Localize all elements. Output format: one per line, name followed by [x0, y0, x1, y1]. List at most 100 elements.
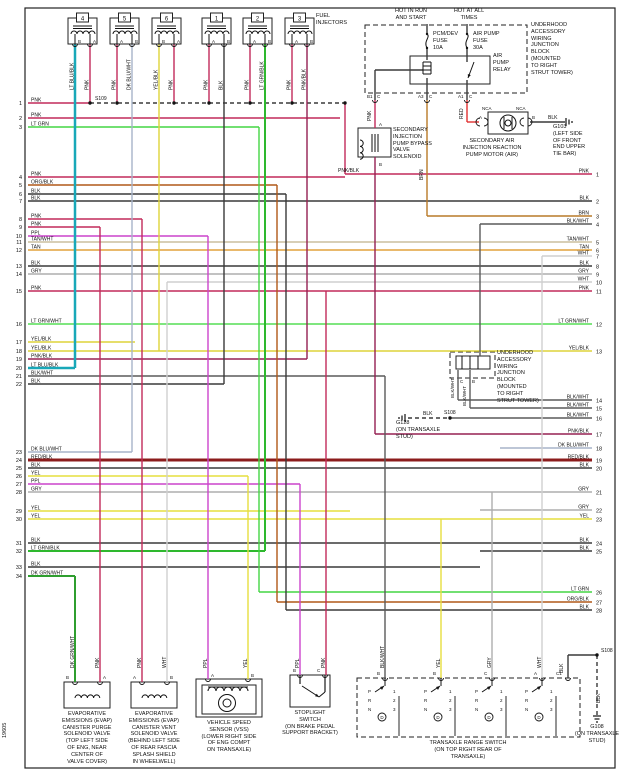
injector-number-tab [210, 12, 223, 23]
left-terminal-number: 8 [19, 217, 22, 223]
connector-arc [87, 43, 93, 47]
injector-coil [204, 30, 230, 35]
evap-purge-caption: EVAPORATIVE EMISSIONS (EVAP) CANISTER PU… [61, 711, 113, 765]
gear-position-label: N [368, 707, 371, 712]
right-wire-label: BLK/WHT [567, 413, 589, 419]
small-label: BRN [419, 169, 425, 180]
connector-arc [424, 99, 430, 103]
small-label: WHT [162, 657, 168, 668]
small-label: C [484, 671, 488, 676]
fuse-end [465, 46, 469, 50]
left-wire-label: YEL [31, 471, 41, 477]
right-wire-label: YEL/BLK [569, 346, 590, 352]
small-label: PNK [367, 110, 373, 121]
gear-position-circle-label: D [537, 715, 541, 720]
right-wire-label: YEL [580, 514, 590, 520]
injector-wire-label: LT GRN/BLK [260, 61, 266, 90]
gear-position-circle-label: D [436, 715, 440, 720]
gear-position-label: 2 [550, 698, 553, 703]
injector-coil [154, 30, 180, 35]
left-wire-label: BLK [31, 261, 41, 267]
left-terminal-number: 7 [19, 199, 22, 205]
left-terminal-number: 25 [16, 466, 22, 472]
right-wire-label: GRY [578, 487, 589, 493]
right-wire-label: GRY [578, 269, 589, 275]
left-wire-label: TAN/WHT [31, 237, 53, 243]
left-terminal-number: 3 [19, 125, 22, 131]
left-wire-label: LT GRN [31, 122, 49, 128]
connector-arc [322, 674, 328, 678]
arrowhead [436, 686, 440, 690]
injector-number-tab [293, 12, 306, 23]
air-pump-motor-caption: SECONDARY AIR INJECTION REACTION PUMP MO… [462, 138, 522, 158]
right-terminal-number: 13 [596, 350, 602, 356]
small-label: BLK [548, 115, 558, 121]
gear-position-label: 1 [550, 689, 553, 694]
gear-position-label: P [475, 689, 478, 694]
right-terminal-number: 24 [596, 542, 602, 548]
splice-dot [172, 101, 176, 105]
left-wire-label: YEL/BLK [31, 346, 52, 352]
transaxle-range-switch [356, 677, 581, 738]
small-label: DK GRN/WHT [70, 636, 76, 668]
injector-wire-label: DK BLU/WHT [127, 59, 133, 90]
gear-position-label: 2 [449, 698, 452, 703]
fuse-end [425, 32, 429, 36]
right-wire-label: BLK [580, 546, 590, 552]
injector-terminal-letter: B [135, 39, 138, 44]
small-label: BLK/WHT [462, 386, 467, 406]
left-terminal-number: 30 [16, 517, 22, 523]
gear-position-label: P [368, 689, 371, 694]
injector-terminal-letter: A [212, 39, 215, 44]
left-terminal-number: 29 [16, 509, 22, 515]
injector-wire-label: PNK [287, 79, 293, 90]
small-label: PNK [95, 657, 101, 668]
right-wire-label: BLK [580, 196, 590, 202]
connector-arc [464, 99, 470, 103]
left-wire-label: GRY [31, 487, 42, 493]
small-label: PNK/BLK [338, 168, 360, 174]
small-label: BLK/WHT [450, 378, 455, 398]
inline-connector [483, 117, 489, 127]
left-wire-label: PNK [31, 113, 42, 119]
injector-wire-label: LT BLU/BLK [70, 62, 76, 90]
vss-caption: VEHICLE SPEED SENSOR (VSS) (LOWER RIGHT … [201, 720, 257, 754]
right-terminal-number: 21 [596, 491, 602, 497]
gear-position-circle [484, 712, 494, 722]
fuse-icon [425, 33, 429, 49]
right-terminal-number: 19 [596, 459, 602, 465]
small-label: B [532, 115, 535, 120]
small-label: S109 [95, 96, 107, 102]
pcm-fuse-label: PCM/DEV FUSE 10A [433, 31, 459, 51]
detail-line [318, 691, 326, 698]
right-terminal-number: 6 [596, 249, 599, 255]
injector-wire-label: PNK/BLK [302, 68, 308, 90]
left-wire-label: PPL [31, 231, 41, 237]
left-terminal-number: 1 [19, 101, 22, 107]
connector-arc [372, 99, 378, 103]
right-terminal-number: 28 [596, 609, 602, 615]
gear-position-label: 3 [393, 707, 396, 712]
left-wire-label: PNK/BLK [31, 354, 53, 360]
small-label: WHT [537, 657, 543, 668]
small-label: C [429, 94, 433, 99]
left-terminal-number: 5 [19, 183, 22, 189]
left-terminal-number: 24 [16, 458, 22, 464]
left-terminal-number: 19 [16, 357, 22, 363]
right-wire-label: TAN/WHT [567, 237, 589, 243]
injector-terminal-letter: A [177, 39, 180, 44]
right-terminal-number: 26 [596, 591, 602, 597]
injector-number: 2 [256, 17, 260, 23]
injector-number: 6 [165, 17, 169, 23]
small-label: RED [459, 108, 465, 119]
vss-coil [207, 686, 249, 692]
connector-arc [247, 43, 253, 47]
right-wire-label: BLK/WHT [567, 403, 589, 409]
small-label: S108 [601, 648, 613, 654]
splice-dot [248, 101, 252, 105]
right-terminal-number: 1 [596, 173, 599, 179]
small-label: PNK [137, 657, 143, 668]
left-wire-label: PNK [31, 214, 42, 220]
injector-terminal-letter: B [268, 39, 271, 44]
right-wire-label: BRN [578, 211, 589, 217]
